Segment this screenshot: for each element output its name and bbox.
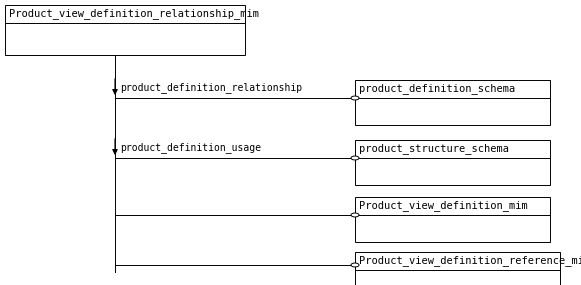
Circle shape — [351, 263, 359, 267]
Text: product_definition_schema: product_definition_schema — [359, 84, 515, 94]
Circle shape — [351, 156, 359, 160]
Text: product_structure_schema: product_structure_schema — [359, 144, 509, 154]
Circle shape — [351, 96, 359, 100]
Bar — [355, 252, 560, 285]
Bar — [5, 5, 245, 55]
Text: product_definition_usage: product_definition_usage — [120, 142, 261, 153]
Text: Product_view_definition_relationship_mim: Product_view_definition_relationship_mim — [9, 9, 259, 19]
Bar — [355, 80, 550, 125]
Text: Product_view_definition_mim: Product_view_definition_mim — [359, 201, 528, 211]
Bar — [355, 197, 550, 242]
Circle shape — [351, 213, 359, 217]
Text: Product_view_definition_reference_mim: Product_view_definition_reference_mim — [359, 256, 581, 266]
Text: product_definition_relationship: product_definition_relationship — [120, 82, 302, 93]
Bar — [355, 140, 550, 185]
